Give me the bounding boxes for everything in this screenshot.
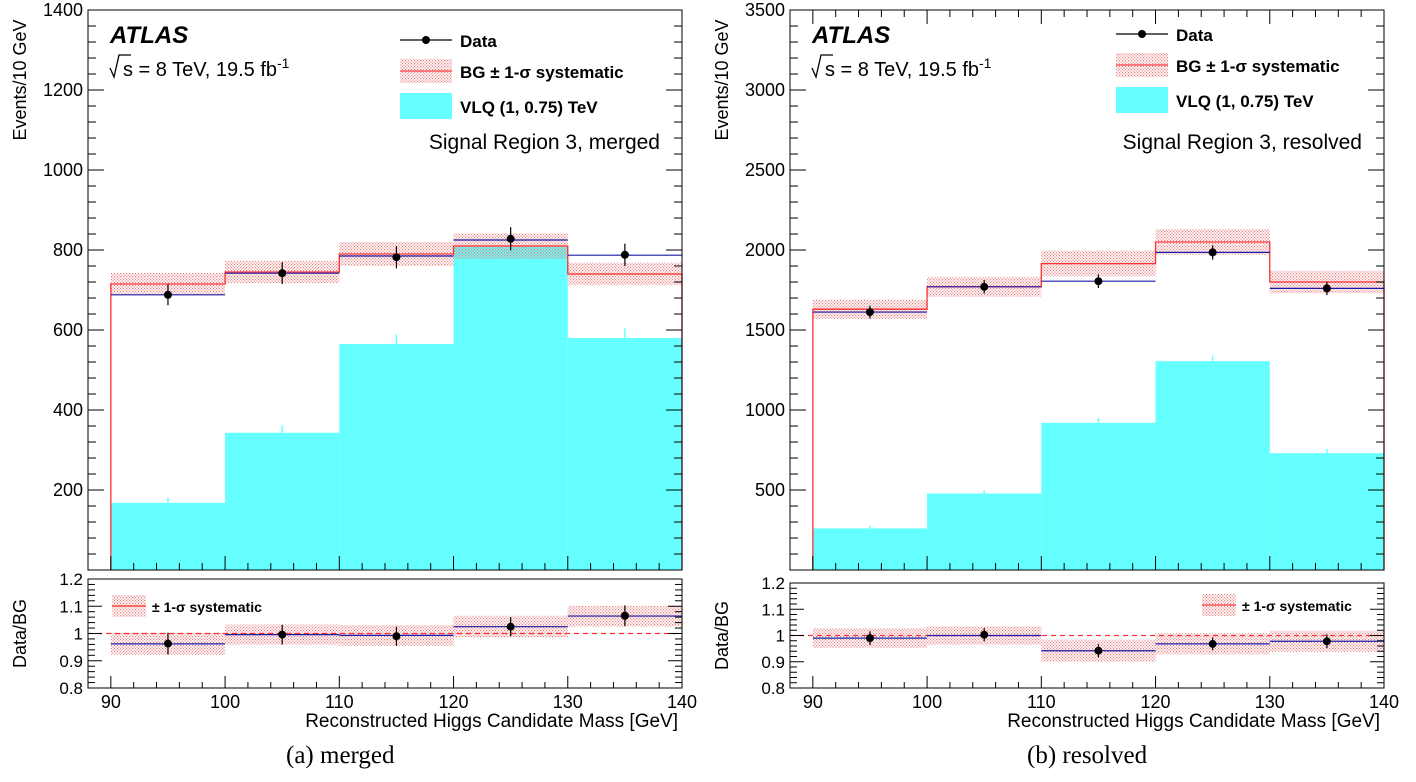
x-tick-label: 110: [325, 692, 354, 712]
x-tick-label: 120: [439, 692, 469, 712]
y-tick-label: 200: [53, 480, 83, 500]
y-tick-label: 400: [53, 400, 83, 420]
legend-signal-label: VLQ (1, 0.75) TeV: [460, 98, 598, 117]
data-point: [1322, 284, 1331, 293]
signal-bar: [453, 246, 568, 571]
ratio-point: [1094, 646, 1103, 655]
ratio-y-tick-label: 0.9: [761, 653, 785, 672]
signal-bar: [339, 344, 454, 570]
ratio-y-tick-label: 0.8: [59, 679, 83, 698]
ratio-point: [278, 630, 287, 639]
data-point: [1094, 277, 1103, 286]
y-tick-label: 500: [755, 480, 785, 500]
signal-bar: [927, 493, 1042, 570]
x-axis-label: Reconstructed Higgs Candidate Mass [GeV]: [305, 711, 678, 732]
legend-signal-swatch: [400, 93, 452, 119]
x-tick-label: 90: [101, 692, 121, 712]
region-label: Signal Region 3, resolved: [1123, 131, 1362, 154]
experiment-label: ATLAS: [811, 22, 890, 49]
x-tick-label: 110: [1027, 692, 1056, 712]
y-tick-label: 800: [53, 240, 83, 260]
data-point: [620, 250, 629, 259]
chart-panel-resolved: 500 1000 1500 2000 2500 3000 3500 Events/10 GeV…: [712, 0, 1399, 732]
y-tick-label: 3500: [745, 0, 785, 20]
x-tick-label: 100: [912, 692, 942, 712]
signal-bar: [1041, 422, 1156, 570]
ratio-y-tick-label: 0.8: [761, 679, 785, 698]
signal-bar: [812, 528, 928, 570]
y-tick-label: 1400: [43, 0, 83, 20]
data-point: [163, 290, 172, 299]
energy-label: s = 8 TeV, 19.5 fb-1: [825, 55, 992, 81]
y-axis-label: Events/10 GeV: [10, 19, 30, 140]
data-point: [1208, 248, 1217, 257]
ratio-y-axis-label: Data/BG: [10, 599, 30, 668]
ratio-point: [506, 622, 515, 631]
y-tick-label: 1200: [43, 80, 83, 100]
data-point: [506, 234, 515, 243]
legend-signal-swatch: [1116, 87, 1168, 113]
experiment-label: ATLAS: [109, 22, 188, 49]
legend-data-marker: [1138, 30, 1146, 38]
ratio-point: [865, 634, 874, 643]
data-point: [980, 282, 989, 291]
data-point: [392, 253, 401, 262]
ratio-y-tick-label: 1.1: [59, 597, 83, 616]
ratio-point: [620, 611, 629, 620]
ratio-y-tick-label: 1: [74, 625, 83, 644]
ratio-y-tick-label: 1.2: [59, 570, 83, 589]
ratio-point: [980, 630, 989, 639]
legend-bg-label: BG ± 1-σ systematic: [460, 63, 624, 82]
legend-bg-label: BG ± 1-σ systematic: [1176, 57, 1340, 76]
sqrt-sign: [811, 54, 833, 80]
x-tick-label: 130: [553, 692, 583, 712]
x-tick-label: 100: [210, 692, 240, 712]
legend-data-label: Data: [460, 32, 497, 51]
y-tick-label: 1000: [745, 400, 785, 420]
legend-data-label: Data: [1176, 26, 1213, 45]
legend-signal-label: VLQ (1, 0.75) TeV: [1176, 92, 1314, 111]
ratio-y-axis-label: Data/BG: [712, 601, 732, 670]
x-tick-label: 120: [1141, 692, 1171, 712]
x-tick-label: 90: [803, 692, 823, 712]
ratio-y-tick-label: 1: [776, 627, 785, 646]
caption-resolved: (b) resolved: [1027, 742, 1148, 769]
region-label: Signal Region 3, merged: [429, 131, 660, 154]
signal-bar: [225, 432, 340, 570]
data-point: [278, 269, 287, 278]
y-tick-label: 1000: [43, 160, 83, 180]
ratio-y-tick-label: 1.2: [761, 574, 785, 593]
signal-bar: [567, 338, 682, 570]
sqrt-sign: [109, 54, 131, 80]
ratio-point: [163, 639, 172, 648]
signal-bar: [1269, 453, 1384, 570]
data-point: [865, 308, 874, 317]
x-tick-label: 130: [1255, 692, 1285, 712]
x-axis-label: Reconstructed Higgs Candidate Mass [GeV]: [1007, 711, 1380, 732]
ratio-point: [1208, 639, 1217, 648]
y-tick-label: 2000: [745, 240, 785, 260]
y-axis-label: Events/10 GeV: [712, 19, 732, 140]
bg-step-line: [812, 241, 1385, 570]
ratio-legend-label: ± 1-σ systematic: [1242, 598, 1352, 614]
caption-merged: (a) merged: [286, 742, 395, 769]
ratio-y-tick-label: 1.1: [761, 600, 785, 619]
signal-bar: [1155, 361, 1270, 570]
chart-panel-merged: 200 400 600 800 1000 1200 1400 Events/10 GeV ATL…: [10, 0, 697, 732]
y-tick-label: 1500: [745, 320, 785, 340]
x-tick-label: 140: [667, 692, 697, 712]
ratio-point: [1322, 637, 1331, 646]
y-tick-label: 3000: [745, 80, 785, 100]
ratio-point: [392, 632, 401, 641]
signal-bar: [110, 502, 226, 570]
x-tick-label: 140: [1369, 692, 1399, 712]
ratio-legend-label: ± 1-σ systematic: [152, 599, 262, 615]
y-tick-label: 2500: [745, 160, 785, 180]
energy-label: s = 8 TeV, 19.5 fb-1: [123, 55, 290, 81]
y-tick-label: 600: [53, 320, 83, 340]
legend-data-marker: [422, 36, 430, 44]
ratio-y-tick-label: 0.9: [59, 652, 83, 671]
